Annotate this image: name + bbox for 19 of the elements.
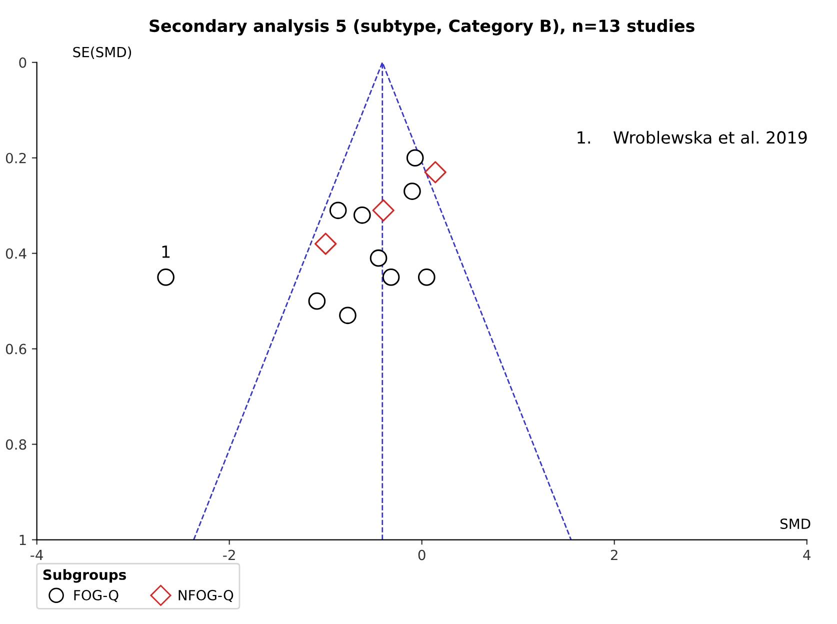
y-tick-label: 0.2 (6, 152, 26, 164)
y-tick-label: 0.6 (6, 344, 26, 354)
y-tick-label: 0.8 (6, 439, 26, 450)
y-tick-label: 1 (20, 534, 26, 546)
chart-title: Secondary analysis 5 (subtype, Category B), n=13 studies (150, 19, 694, 36)
x-tick-label: 4 (803, 550, 811, 560)
x-axis-title: SMD (780, 518, 810, 530)
x-tick-label: 2 (610, 550, 618, 560)
legend-title: Subgroups (43, 569, 126, 583)
y-tick-label: 0.4 (6, 248, 26, 259)
annotation: 1. Wroblewska et al. 2019 (578, 130, 807, 144)
x-tick-label: 0 (418, 550, 426, 560)
legend-label: FOG-Q (74, 590, 118, 602)
y-tick-label: 0 (19, 57, 26, 68)
legend-label: NFOG-Q (178, 590, 234, 602)
x-tick-label: -2 (223, 550, 235, 560)
y-axis-title: SE(SMD) (73, 46, 132, 59)
x-tick-label: -4 (30, 550, 43, 560)
annotation: 1 (162, 246, 170, 258)
